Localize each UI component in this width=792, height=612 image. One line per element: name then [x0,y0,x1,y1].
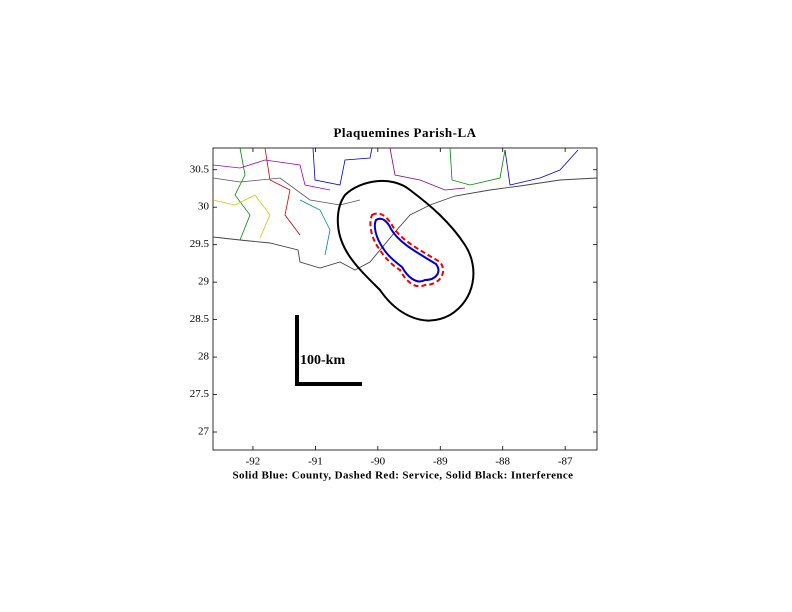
y-tick-label: 28 [198,351,210,363]
scale-bar-label: 100-km [300,353,345,368]
chart-title: Plaquemines Parish-LA [333,125,476,140]
y-tick-label: 30 [198,201,210,213]
y-tick-label: 29.5 [190,238,210,250]
x-tick-label: -92 [246,456,261,468]
interference-contour [336,179,475,322]
y-tick-label: 28.5 [190,313,210,325]
county-line [312,147,373,186]
county-line [389,147,466,191]
county-line [449,147,506,186]
county-line [212,177,361,206]
county-line [212,194,271,239]
x-tick-label: -90 [371,456,386,468]
x-tick-label: -91 [308,456,323,468]
y-tick-label: 30.5 [190,163,210,175]
county-line [504,149,579,186]
plot-frame [212,147,598,451]
county-lines [212,147,579,256]
county-line [264,147,301,236]
x-tick-label: -87 [558,456,573,468]
y-tick-label: 29 [198,276,210,288]
x-tick-label: -88 [495,456,510,468]
county-boundary [373,217,440,283]
x-tick-label: -89 [433,456,448,468]
coastline [212,177,598,271]
caption: Solid Blue: County, Dashed Red: Service,… [233,470,574,482]
y-tick-label: 27 [198,426,210,438]
county-line [234,147,251,241]
scale-bar: 100-km [295,315,362,386]
y-tick-label: 27.5 [190,388,210,400]
county-line [212,159,331,191]
service-contour [369,212,445,288]
county-line [299,199,331,256]
